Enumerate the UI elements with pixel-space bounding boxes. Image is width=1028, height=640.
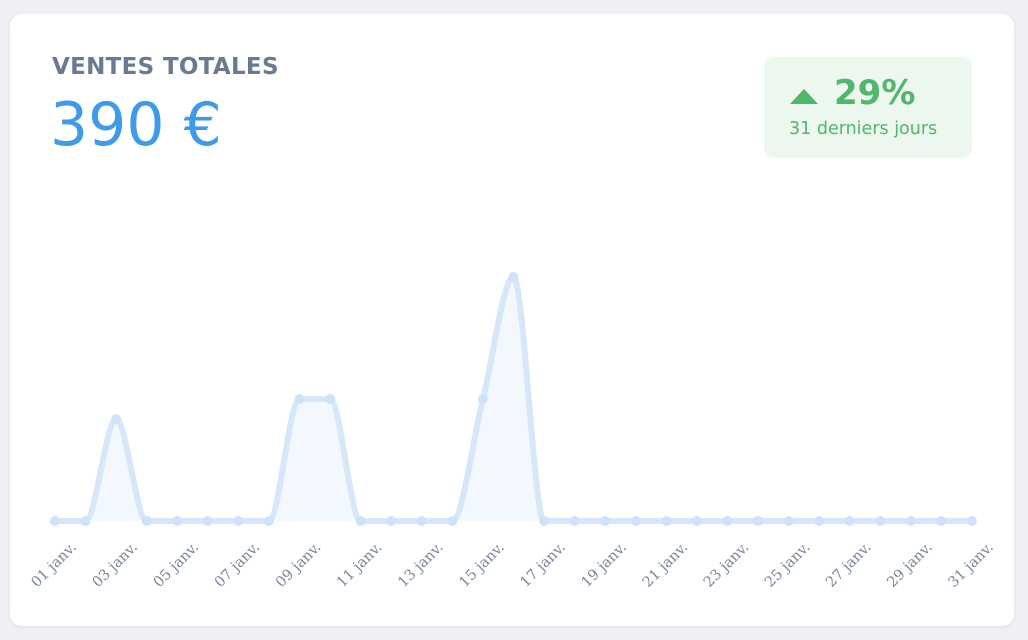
chart-point[interactable] [477, 394, 488, 404]
x-tick-label: 09 janv. [273, 540, 324, 591]
chart-point[interactable] [294, 394, 305, 404]
chart-point[interactable] [325, 394, 336, 404]
total-sales-value: 390 € [50, 90, 222, 160]
x-tick-label: 15 janv. [456, 540, 507, 591]
chart-point[interactable] [936, 516, 947, 526]
x-tick-label: 13 janv. [395, 540, 446, 591]
chart-point[interactable] [80, 516, 91, 526]
chart-point[interactable] [263, 516, 274, 526]
growth-period: 31 derniers jours [789, 119, 938, 139]
chart-point[interactable] [967, 516, 977, 526]
chart-point[interactable] [814, 516, 825, 526]
chart-point[interactable] [875, 516, 886, 526]
chart-point[interactable] [600, 516, 611, 526]
x-tick-label: 25 janv. [762, 540, 813, 591]
chart-point[interactable] [141, 516, 152, 526]
x-tick-label: 27 janv. [823, 540, 874, 591]
arrow-up-icon [790, 89, 818, 104]
x-tick-label: 05 janv. [151, 540, 202, 591]
chart-point[interactable] [905, 516, 916, 526]
chart-point[interactable] [172, 516, 183, 526]
chart-point[interactable] [386, 516, 397, 526]
chart-area-fill [55, 277, 972, 521]
x-tick-label: 31 janv. [945, 540, 996, 591]
growth-badge: 29% 31 derniers jours [764, 57, 972, 158]
growth-percent: 29% [834, 73, 916, 113]
x-tick-label: 19 janv. [579, 540, 630, 591]
chart-point[interactable] [508, 272, 519, 282]
chart-point[interactable] [753, 516, 764, 526]
chart-point[interactable] [844, 516, 855, 526]
chart-point[interactable] [783, 516, 794, 526]
chart-point[interactable] [233, 516, 244, 526]
chart-point[interactable] [539, 516, 550, 526]
x-tick-label: 11 janv. [334, 540, 385, 591]
chart-point[interactable] [691, 516, 702, 526]
card-title: VENTES TOTALES [52, 54, 279, 80]
x-tick-label: 03 janv. [90, 540, 141, 591]
x-tick-label: 17 janv. [518, 540, 569, 591]
chart-point[interactable] [355, 516, 366, 526]
chart-series-line [54, 274, 972, 524]
chart-point[interactable] [630, 516, 641, 526]
chart-point[interactable] [447, 516, 458, 526]
chart-point[interactable] [661, 516, 672, 526]
x-tick-label: 23 janv. [701, 540, 752, 591]
chart-point[interactable] [111, 414, 122, 425]
x-tick-label: 01 janv. [28, 540, 79, 591]
x-tick-label: 21 janv. [640, 540, 691, 591]
chart-point[interactable] [722, 516, 733, 526]
x-tick-label: 07 janv. [212, 540, 263, 591]
chart-point[interactable] [202, 516, 213, 526]
chart-point[interactable] [50, 516, 60, 526]
chart-point[interactable] [416, 516, 427, 526]
x-tick-label: 29 janv. [884, 540, 935, 591]
chart-point[interactable] [569, 516, 580, 526]
